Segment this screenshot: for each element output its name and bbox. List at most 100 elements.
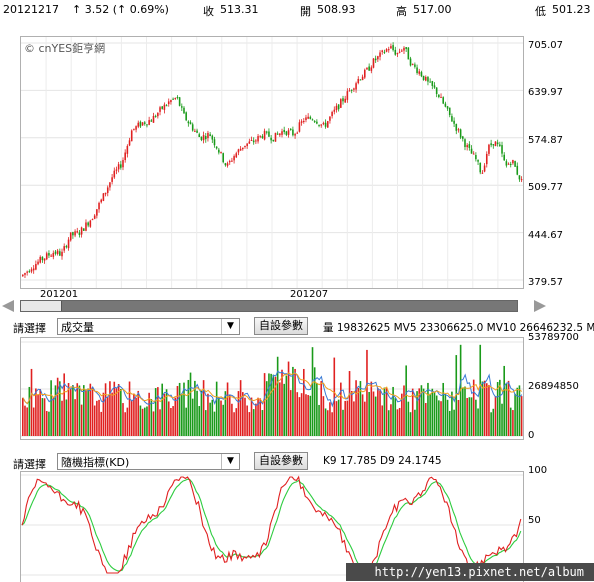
volume-bar [324, 408, 327, 436]
volume-bar [340, 382, 342, 436]
volume-bar [420, 385, 423, 436]
price-candle [470, 148, 473, 154]
price-candle [109, 182, 111, 188]
volume-bar [374, 396, 377, 436]
volume-bar [276, 356, 279, 436]
volume-bar [93, 405, 96, 436]
volume-bar [390, 404, 392, 436]
volume-bar [222, 404, 224, 436]
volume-bar [451, 391, 453, 436]
volume-bar [274, 376, 277, 436]
price-candle [440, 96, 442, 98]
volume-bar [481, 381, 484, 436]
price-candle [357, 78, 360, 84]
volume-chart [21, 341, 523, 437]
price-candle [231, 160, 233, 162]
price-candle [150, 120, 153, 122]
volume-bar [39, 389, 42, 436]
price-candle [431, 81, 434, 86]
price-candle [433, 85, 436, 88]
volume-bar [396, 409, 399, 436]
volume-bar [348, 371, 351, 436]
price-candle [189, 122, 192, 125]
volume-bar [61, 400, 63, 436]
price-candle [74, 231, 76, 236]
price-candle [161, 106, 164, 109]
price-candle [246, 143, 248, 147]
price-candle [259, 135, 262, 137]
price-candle [82, 228, 85, 231]
volume-bar [429, 393, 431, 436]
volume-bar [165, 389, 168, 436]
price-candle [268, 131, 270, 137]
timeline-scrollbar[interactable] [20, 300, 518, 312]
volume-bar [466, 397, 468, 436]
volume-bar [100, 411, 103, 436]
price-candle [72, 232, 74, 236]
price-candle [252, 140, 255, 143]
price-candle [198, 134, 201, 138]
price-candle [120, 164, 122, 168]
price-candle [302, 120, 305, 122]
price-candle [348, 90, 351, 92]
volume-bar [111, 392, 113, 436]
price-candle [355, 83, 357, 90]
price-candle [102, 193, 105, 201]
price-candle [133, 128, 135, 130]
volume-bar [152, 411, 155, 436]
price-candle [100, 199, 103, 203]
scrollbar-thumb[interactable] [21, 301, 62, 311]
price-candle [178, 97, 181, 106]
volume-bar [512, 410, 514, 436]
price-candle [152, 115, 155, 123]
volume-bar [492, 408, 495, 436]
price-candle [272, 139, 275, 142]
scroll-right-arrow[interactable] [534, 300, 546, 312]
volume-bar [344, 400, 346, 436]
price-candle [80, 227, 83, 235]
kd-info: K9 17.785 D9 24.1745 [323, 455, 442, 467]
price-candle [444, 103, 447, 107]
scroll-left-arrow[interactable] [2, 300, 14, 312]
volume-bar [507, 380, 510, 436]
price-chart-panel[interactable]: © cnYES鉅亨網 [20, 36, 524, 289]
volume-settings-button[interactable]: 自設參數 [254, 317, 308, 335]
price-candle [263, 130, 266, 140]
volume-bar [133, 393, 135, 436]
kd-indicator-select[interactable]: 隨機指標(KD) ▼ [57, 453, 240, 470]
volume-bar [28, 386, 31, 436]
kd-settings-button[interactable]: 自設參數 [254, 452, 308, 470]
price-candle [420, 72, 423, 77]
volume-bar [392, 386, 394, 436]
volume-bar [472, 379, 475, 436]
volume-indicator-select[interactable]: 成交量 ▼ [57, 318, 240, 335]
price-candle [305, 117, 307, 121]
volume-bar [69, 388, 72, 436]
date-label-1: 201201 [40, 289, 79, 300]
volume-bar [80, 404, 83, 436]
volume-bar [422, 388, 425, 436]
price-candle [505, 161, 508, 166]
volume-axis-max: 53789700 [528, 332, 579, 343]
price-candle [372, 58, 375, 68]
volume-bar [464, 386, 466, 436]
price-candle [383, 51, 386, 53]
price-candle [69, 232, 72, 241]
price-candle [350, 89, 353, 91]
volume-chart-panel[interactable] [20, 337, 524, 440]
price-candle [396, 53, 399, 55]
volume-bar [477, 408, 479, 436]
volume-bar [335, 401, 338, 436]
volume-bar [488, 384, 490, 436]
price-candle [418, 71, 421, 74]
volume-bar [270, 373, 272, 436]
price-candle [59, 251, 61, 256]
price-candle [492, 144, 495, 146]
volume-bar [372, 391, 375, 436]
open-value: 508.93 [317, 3, 356, 16]
quote-date: 20121217 [3, 3, 59, 16]
volume-bar [279, 382, 281, 436]
volume-bar [300, 393, 303, 436]
volume-bar [224, 391, 227, 436]
volume-bar [268, 373, 270, 436]
